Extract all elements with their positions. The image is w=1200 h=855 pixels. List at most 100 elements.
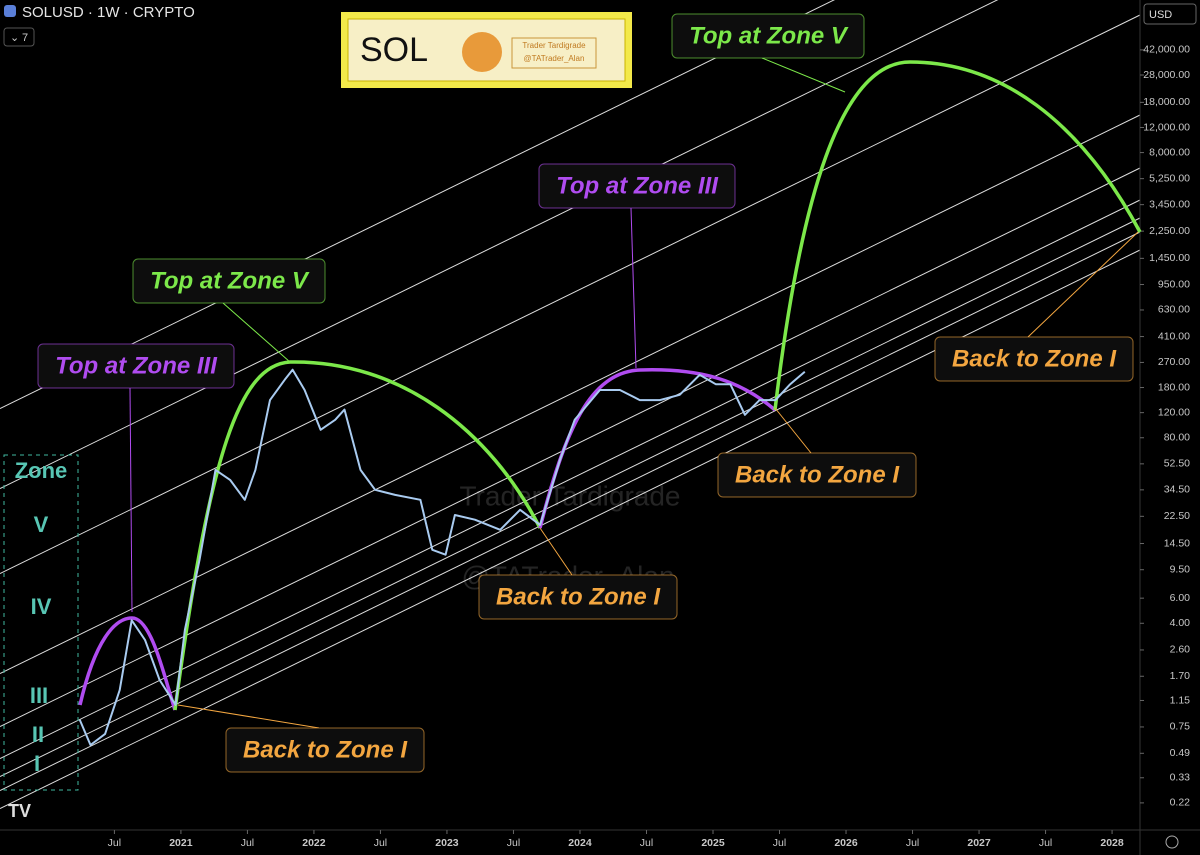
y-tick-label: 8,000.00 <box>1149 146 1190 158</box>
y-tick-label: 1.70 <box>1170 670 1191 682</box>
channel-line <box>0 217 1141 778</box>
y-tick-label: 0.49 <box>1170 747 1191 759</box>
channel-line <box>0 114 1141 675</box>
x-tick-label: 2028 <box>1100 837 1124 849</box>
x-tick-label: 2023 <box>435 837 459 849</box>
annotation-pointer <box>222 302 291 363</box>
y-tick-label: 28,000.00 <box>1143 69 1190 81</box>
x-tick-label: Jul <box>1039 837 1052 849</box>
x-tick-label: Jul <box>773 837 786 849</box>
y-tick-label: 2,250.00 <box>1149 225 1190 237</box>
channel-line <box>0 231 1141 792</box>
annotation-box <box>934 336 1134 382</box>
annotation-box <box>671 13 865 59</box>
y-tick-label: 12,000.00 <box>1143 121 1190 133</box>
logo-tag <box>511 37 597 69</box>
symbol-icon <box>4 5 16 17</box>
symbol-header: SOLUSD · 1W · CRYPTO <box>22 4 195 21</box>
annotation-pointer <box>129 387 133 613</box>
y-tick-label: 410.00 <box>1158 330 1190 342</box>
x-tick-label: Jul <box>640 837 653 849</box>
annotation-box <box>717 452 917 498</box>
y-tick-label: 2.60 <box>1170 644 1191 656</box>
y-tick-label: 1,450.00 <box>1149 252 1190 264</box>
zone-label: II <box>32 722 44 747</box>
cycle-arc <box>78 616 177 711</box>
y-tick-label: 34.50 <box>1164 484 1190 496</box>
annotation-text: Back to Zone I <box>735 461 900 488</box>
y-tick-label: 1.15 <box>1170 694 1191 706</box>
y-tick-label: 180.00 <box>1158 381 1190 393</box>
zone-legend-box <box>3 454 79 791</box>
annotation-box <box>538 163 736 209</box>
y-tick-label: 3,450.00 <box>1149 198 1190 210</box>
cycle-arc <box>773 60 1142 411</box>
zone-label: V <box>34 512 49 537</box>
y-tick-label: 950.00 <box>1158 278 1190 290</box>
annotation-pointer <box>761 57 846 93</box>
indicator-chevron: ⌄ <box>10 32 19 44</box>
logo-author: Trader Tardigrade <box>522 41 586 50</box>
channel-line <box>0 0 836 410</box>
currency-label: USD <box>1149 9 1172 21</box>
x-tick-label: 2021 <box>169 837 193 849</box>
annotation-text: Top at Zone III <box>55 352 218 379</box>
settings-button[interactable] <box>1165 835 1179 849</box>
y-tick-label: 9.50 <box>1170 563 1191 575</box>
y-tick-label: 5,250.00 <box>1149 172 1190 184</box>
channel-line <box>0 167 1141 728</box>
annotation-pointer <box>177 704 320 729</box>
y-tick-label: 4.00 <box>1170 617 1191 629</box>
y-tick-label: 22.50 <box>1164 510 1190 522</box>
annotation-text: Top at Zone V <box>689 22 849 49</box>
x-tick-label: 2025 <box>701 837 725 849</box>
y-tick-label: 630.00 <box>1158 304 1190 316</box>
tv-logo: TV <box>8 801 31 821</box>
y-tick-label: 0.22 <box>1170 797 1191 809</box>
x-tick-label: Jul <box>374 837 387 849</box>
indicator-count: 7 <box>22 32 28 44</box>
indicator-toggle[interactable] <box>3 27 35 47</box>
annotation-pointer <box>1027 231 1139 338</box>
x-tick-label: Jul <box>507 837 520 849</box>
y-tick-label: 120.00 <box>1158 406 1190 418</box>
y-tick-label: 270.00 <box>1158 356 1190 368</box>
y-tick-label: 42,000.00 <box>1143 44 1190 56</box>
watermark-author: Trader Tardigrade <box>459 480 680 511</box>
y-tick-label: 14.50 <box>1164 537 1190 549</box>
zone-label: I <box>34 751 40 776</box>
annotation-box <box>132 258 326 304</box>
annotation-pointer <box>774 407 812 454</box>
currency-button[interactable] <box>1143 3 1197 25</box>
annotation-text: Back to Zone I <box>496 583 661 610</box>
annotation-text: Back to Zone I <box>952 345 1117 372</box>
zone-label: IV <box>31 594 52 619</box>
price-line <box>78 368 806 746</box>
x-tick-label: 2022 <box>302 837 326 849</box>
logo-symbol: SOL <box>360 31 428 69</box>
zone-title: Zone <box>15 458 68 483</box>
logo-icon <box>462 32 502 72</box>
annotation-box <box>37 343 235 389</box>
channel-line <box>0 0 999 490</box>
y-tick-label: 6.00 <box>1170 592 1191 604</box>
x-tick-label: 2026 <box>834 837 858 849</box>
annotation-box <box>225 727 425 773</box>
channel-line <box>0 199 1141 760</box>
annotation-pointer <box>539 527 573 576</box>
x-tick-label: Jul <box>108 837 121 849</box>
y-tick-label: 80.00 <box>1164 432 1190 444</box>
zone-label: III <box>30 683 48 708</box>
annotation-text: Top at Zone V <box>150 267 310 294</box>
y-tick-label: 18,000.00 <box>1143 96 1190 108</box>
channel-line <box>0 14 1141 575</box>
logo-handle: @TATrader_Alan <box>524 54 585 63</box>
y-tick-label: 0.33 <box>1170 772 1191 784</box>
x-tick-label: Jul <box>906 837 919 849</box>
x-tick-label: Jul <box>241 837 254 849</box>
x-tick-label: 2024 <box>568 837 592 849</box>
y-tick-label: 52.50 <box>1164 458 1190 470</box>
annotation-pointer <box>630 207 637 369</box>
